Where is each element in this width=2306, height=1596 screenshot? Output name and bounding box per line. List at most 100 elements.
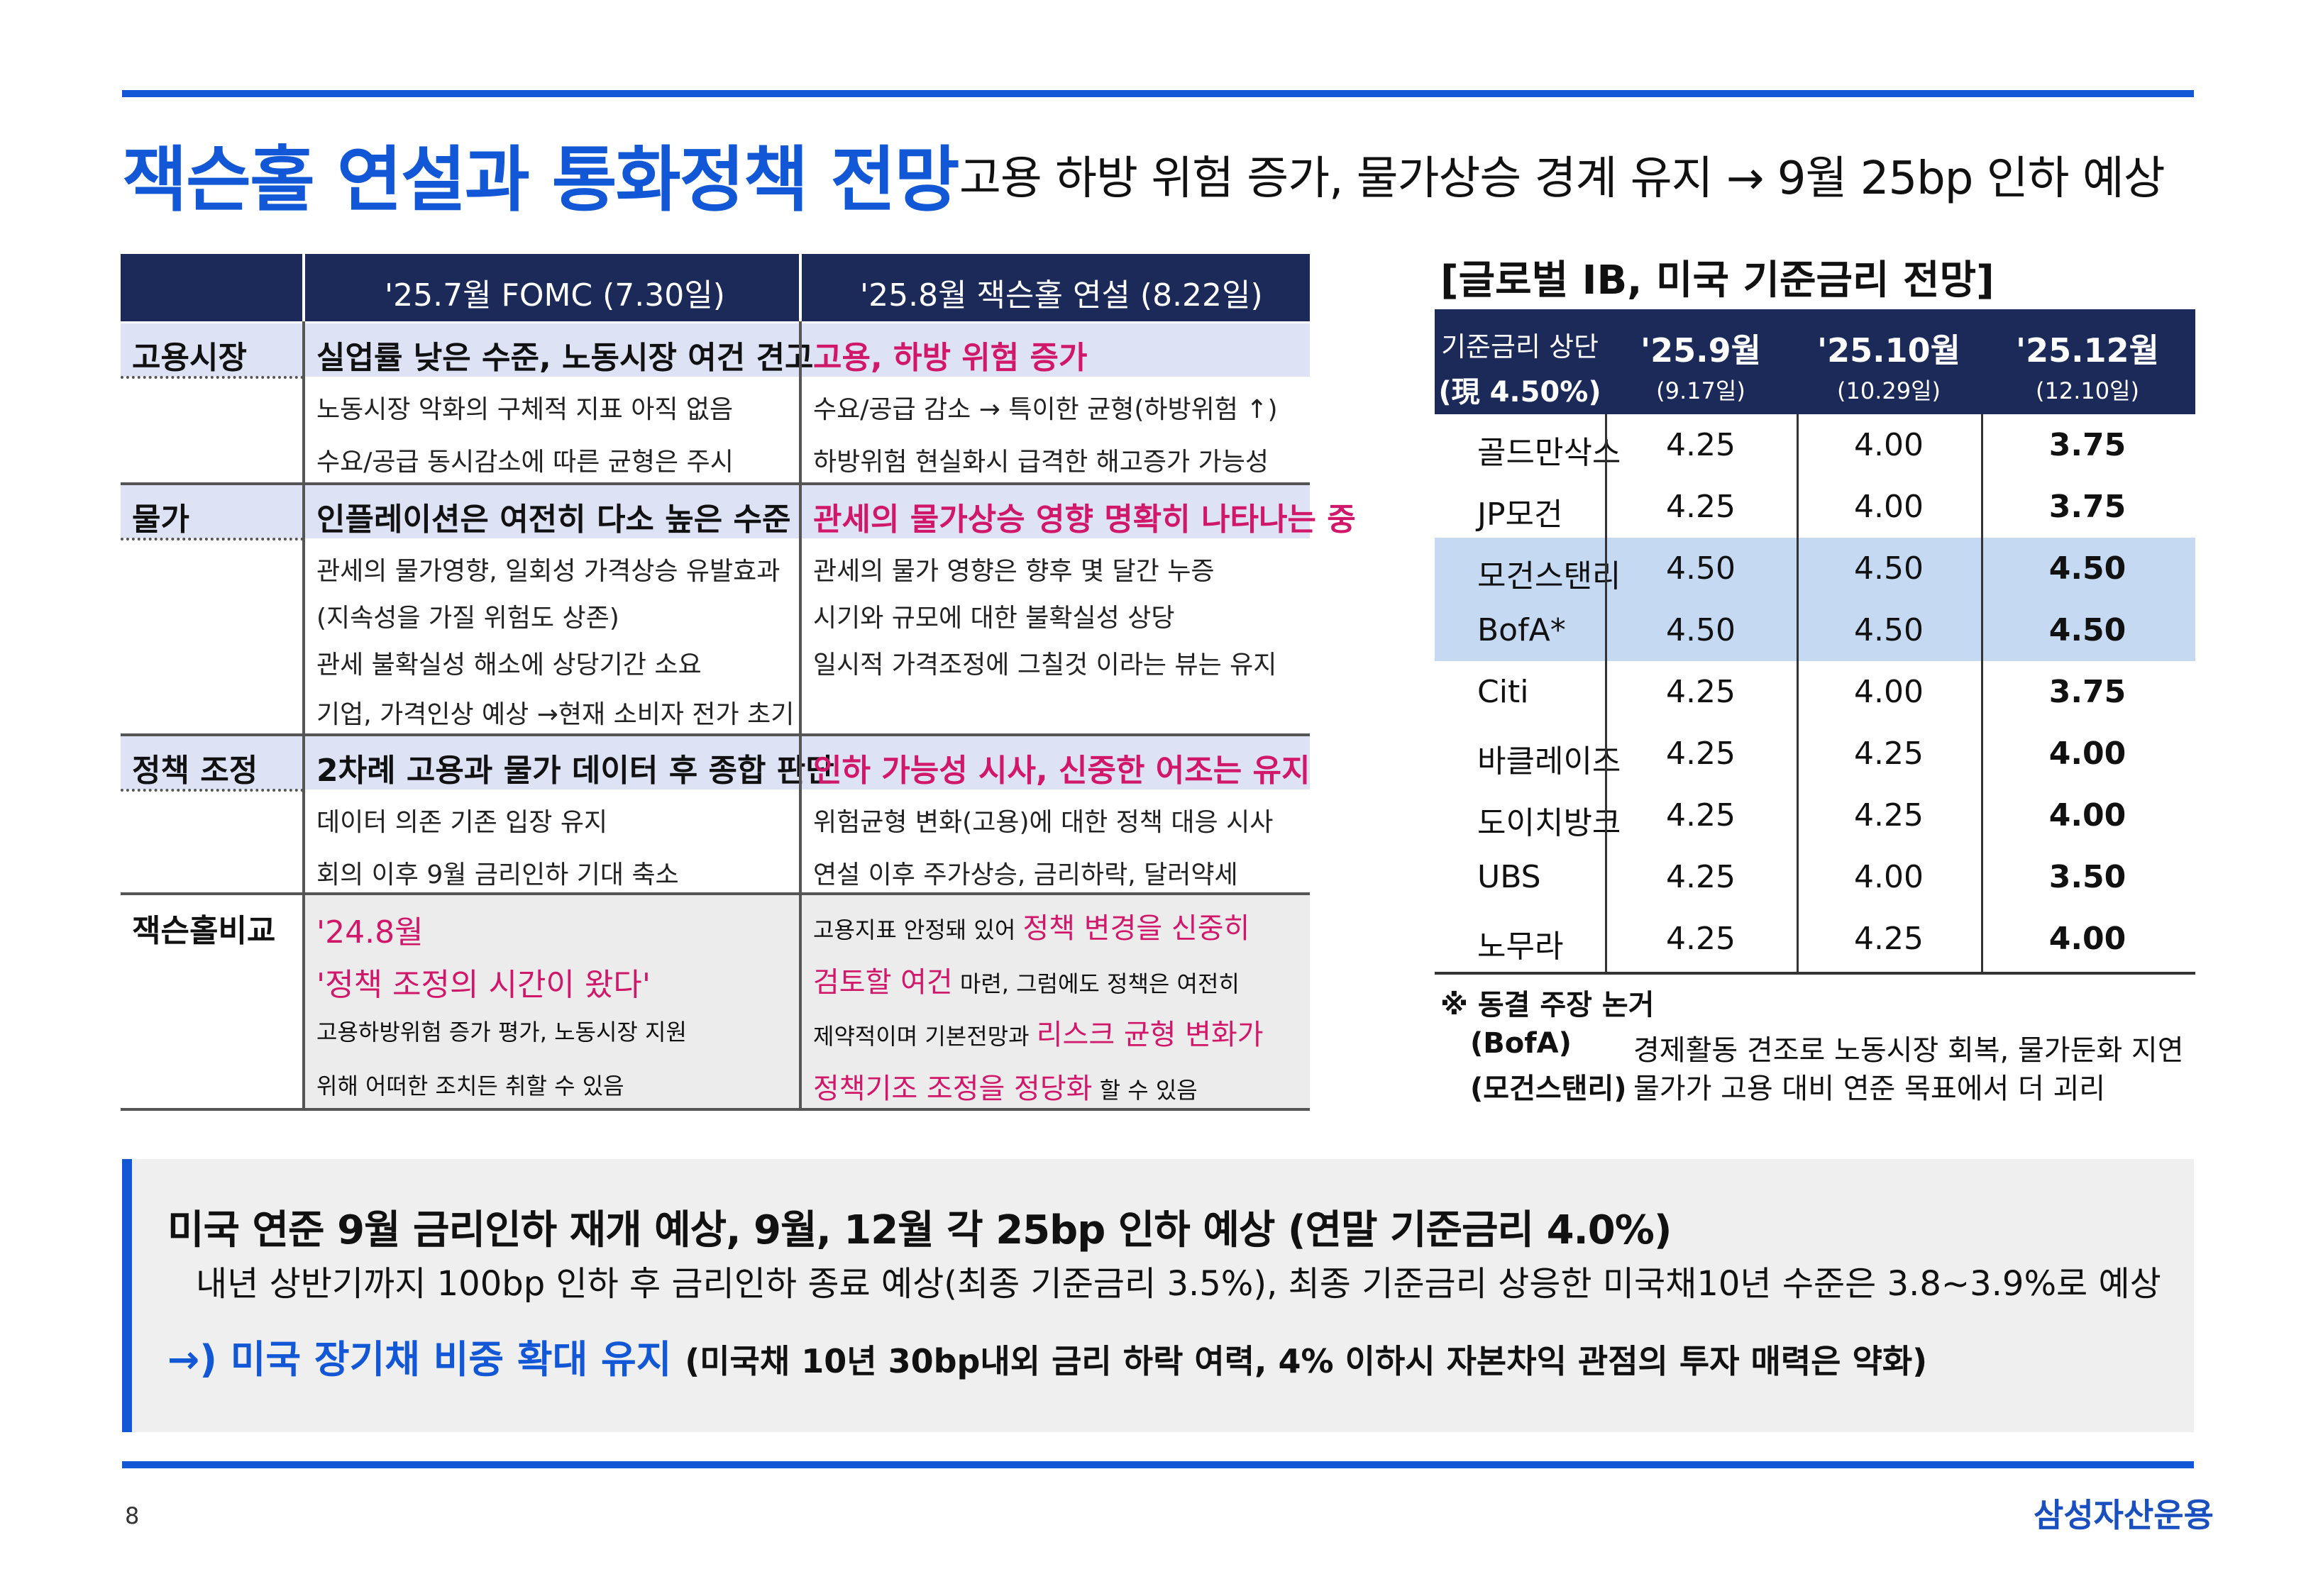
jh-quote: '정책 조정의 시간이 왔다' (316, 967, 651, 1003)
bank-name: 노무라 (1477, 929, 1564, 965)
jh-line: 정책기조 조정을 정당화 할 수 있음 (813, 1073, 1198, 1105)
top-rule (122, 90, 2194, 97)
rate-value: 4.50 (1854, 550, 1924, 587)
rate-value: 4.50 (1666, 612, 1736, 648)
detail-line: (지속성을 가질 위험도 상존) (316, 604, 619, 633)
page-subtitle: 고용 하방 위험 증가, 물가상승 경계 유지 → 9월 25bp 인하 예상 (959, 153, 2166, 205)
section-employment (121, 323, 1310, 377)
header-divider (799, 254, 802, 321)
rate-value: 4.25 (1666, 736, 1736, 772)
bank-name: Citi (1477, 674, 1529, 710)
bank-name: 바클레이즈 (1477, 743, 1621, 780)
note-source: (BofA) (1470, 1027, 1572, 1060)
rate-value: 4.50 (1854, 612, 1924, 648)
column-divider (302, 321, 305, 1111)
detail-line: 하방위험 현실화시 급격한 해고증가 가능성 (813, 448, 1269, 477)
table-bottom-border (1435, 972, 2195, 975)
ib-row: 모건스탠리 4.50 4.50 4.50 (1435, 538, 2195, 599)
rate-value: 4.25 (1666, 797, 1736, 833)
ib-row: 도이치방크 4.25 4.25 4.00 (1435, 785, 2195, 846)
rate-value: 4.25 (1854, 797, 1924, 833)
col-oct: '25.10월 (1817, 331, 1960, 370)
detail-line: 일시적 가격조정에 그칠것 이라는 뷰는 유지 (813, 650, 1277, 680)
col2-header: '25.8월 잭슨홀 연설 (8.22일) (860, 277, 1263, 314)
detail-line: 데이터 의존 기존 입장 유지 (316, 808, 608, 837)
jh-line: 제약적이며 기본전망과 리스크 균형 변화가 (813, 1019, 1264, 1051)
detail-line: 연설 이후 주가상승, 금리하락, 달러약세 (813, 860, 1238, 890)
section-headline: 실업률 낮은 수준, 노동시장 여건 견고 (316, 340, 814, 376)
column-divider (1981, 414, 1983, 972)
rate-value: 4.00 (1854, 427, 1924, 463)
rate-value: 3.75 (2048, 427, 2126, 463)
section-headline: 고용, 하방 위험 증가 (813, 340, 1088, 376)
rate-value: 4.25 (1666, 921, 1736, 957)
column-divider (1605, 414, 1607, 972)
ib-row: 바클레이즈 4.25 4.25 4.00 (1435, 723, 2195, 785)
rate-value: 4.00 (1854, 674, 1924, 710)
rate-value: 4.50 (1666, 550, 1736, 587)
rate-value: 4.50 (2048, 612, 2126, 648)
rate-value: 3.75 (2048, 489, 2126, 525)
jh-date: '24.8월 (316, 914, 424, 951)
rate-value: 4.25 (1666, 427, 1736, 463)
page-title: 잭슨홀 연설과 통화정책 전망 (122, 138, 959, 221)
rate-value: 4.25 (1666, 859, 1736, 895)
rate-value: 4.00 (2048, 736, 2126, 772)
jh-line: 검토할 여건 마련, 그럼에도 정책은 여전히 (813, 966, 1240, 999)
dotted-divider (121, 376, 304, 379)
ib-table-title: [글로벌 IB, 미국 기준금리 전망] (1440, 257, 1995, 304)
column-divider (799, 321, 802, 1111)
col-oct-date: (10.29일) (1836, 377, 1941, 404)
col-dec: '25.12월 (2016, 331, 2159, 370)
col-sep-date: (9.17일) (1656, 377, 1745, 404)
detail-line: 노동시장 악화의 구체적 지표 아직 없음 (316, 395, 734, 424)
ib-row: BofA* 4.50 4.50 4.50 (1435, 599, 2195, 661)
detail-line: 관세의 물가영향, 일회성 가격상승 유발효과 (316, 557, 780, 586)
section-divider (121, 892, 1310, 895)
rate-value: 4.00 (1854, 489, 1924, 525)
ib-table-header: 기준금리 상단 (現 4.50%) '25.9월 (9.17일) '25.10월… (1435, 309, 2195, 414)
summary-detail: 내년 상반기까지 100bp 인하 후 금리인하 종료 예상(최종 기준금리 3… (196, 1264, 2161, 1304)
dotted-divider (121, 538, 304, 541)
rate-value: 4.50 (2048, 550, 2126, 587)
bottom-rule (122, 1461, 2194, 1468)
detail-line: 관세 불확실성 해소에 상당기간 소요 (316, 650, 702, 680)
company-logo: 삼성자산운용 (2034, 1496, 2214, 1534)
column-divider (1797, 414, 1799, 972)
section-inflation (121, 485, 1310, 538)
detail-line: 관세의 물가 영향은 향후 몇 달간 누증 (813, 557, 1215, 586)
comparison-header: '25.7월 FOMC (7.30일) '25.8월 잭슨홀 연설 (8.22일… (121, 254, 1310, 321)
bank-name: 모건스탠리 (1477, 558, 1621, 594)
section-headline: 인하 가능성 시사, 신중한 어조는 유지 (813, 753, 1311, 789)
section-label: 잭슨홀비교 (132, 913, 276, 949)
bank-name: UBS (1477, 859, 1541, 895)
col1-header: '25.7월 FOMC (7.30일) (385, 277, 725, 314)
jh-line: 고용지표 안정돼 있어 정책 변경을 신중히 (813, 912, 1250, 945)
detail-line: 회의 이후 9월 금리인하 기대 축소 (316, 860, 679, 890)
table-bottom-border (121, 1108, 1310, 1111)
dotted-divider (121, 789, 304, 792)
detail-line: 기업, 가격인상 예상 →현재 소비자 전가 초기 (316, 700, 795, 729)
section-headline: 인플레이션은 여전히 다소 높은 수준 (316, 501, 791, 538)
rate-value: 4.00 (2048, 797, 2126, 833)
ib-row: JP모건 4.25 4.00 3.75 (1435, 476, 2195, 538)
detail-line: 고용하방위험 증가 평가, 노동시장 지원 (316, 1019, 687, 1046)
section-label: 정책 조정 (132, 753, 258, 789)
rate-value: 3.50 (2048, 859, 2126, 895)
rate-value: 4.00 (2048, 921, 2126, 957)
header-current-rate: (現 4.50%) (1438, 376, 1601, 409)
jackson-hole-box (304, 895, 1310, 1108)
header-label: 기준금리 상단 (1441, 331, 1599, 362)
header-divider (302, 254, 305, 321)
detail-line: 수요/공급 감소 → 특이한 균형(하방위험 ↑) (813, 395, 1278, 424)
section-headline: 2차례 고용과 물가 데이터 후 종합 판단 (316, 753, 834, 789)
detail-line: 수요/공급 동시감소에 따른 균형은 주시 (316, 448, 734, 477)
section-policy (121, 736, 1310, 789)
bank-name: 골드만삭스 (1477, 435, 1621, 471)
bank-name: JP모건 (1477, 497, 1563, 533)
note-text: 물가가 고용 대비 연준 목표에서 더 괴리 (1633, 1073, 2106, 1105)
section-headline: 관세의 물가상승 영향 명확히 나타나는 중 (813, 501, 1356, 538)
rate-value: 4.25 (1854, 921, 1924, 957)
section-label: 고용시장 (132, 340, 247, 376)
rate-value: 4.25 (1854, 736, 1924, 772)
